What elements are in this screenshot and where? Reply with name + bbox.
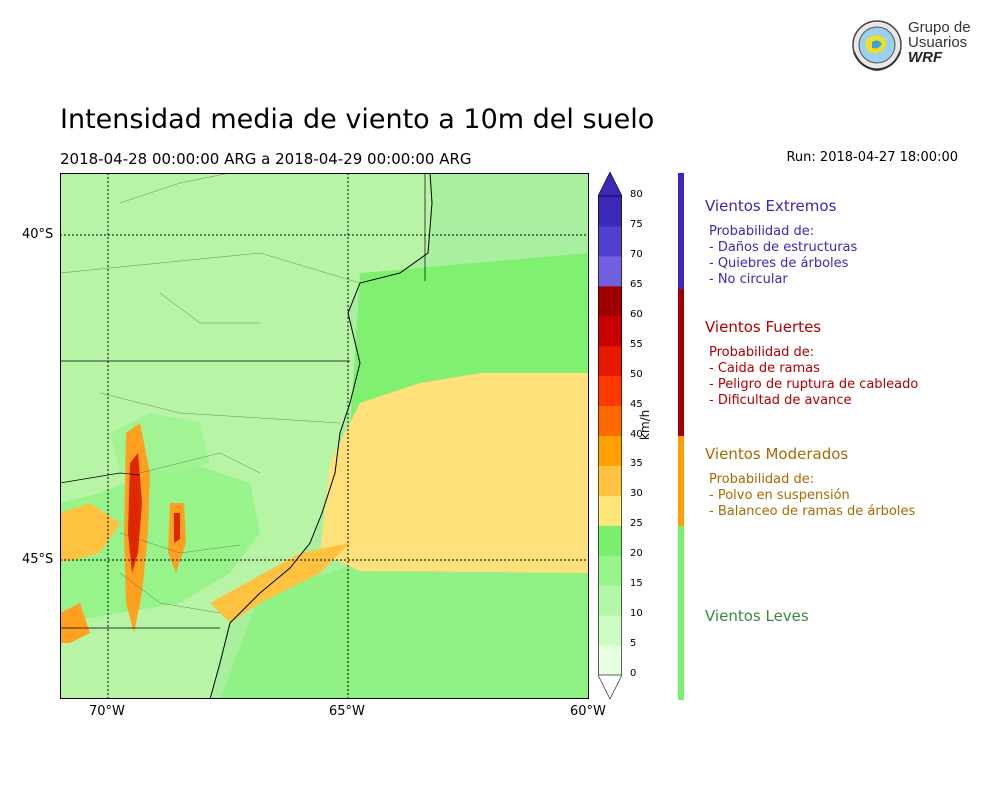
legend-title: Vientos Moderados xyxy=(705,445,849,463)
colorbar-tick-label: 45 xyxy=(630,398,643,410)
colorbar-tick-label: 70 xyxy=(630,248,643,260)
legend-title: Vientos Leves xyxy=(705,607,809,625)
colorbar-tick-label: 25 xyxy=(630,518,643,530)
colorbar-tick-label: 65 xyxy=(630,278,643,290)
legend-moderados: Vientos Moderados Probabilidad de: - Pol… xyxy=(705,445,915,520)
logo: Grupo de Usuarios WRF xyxy=(850,18,980,72)
colorbar-tick-label: 5 xyxy=(630,638,637,650)
logo-line3: WRF xyxy=(908,49,943,66)
legend-line: - Peligro de ruptura de cableado xyxy=(709,377,919,392)
lon-label-60w: 60°W xyxy=(570,704,606,719)
colorbar-max-arrow xyxy=(598,172,622,197)
lat-label-40s: 40°S xyxy=(22,227,54,242)
legend-bar-moderados xyxy=(678,436,684,526)
colorbar-tick-label: 30 xyxy=(630,488,643,500)
wind-map xyxy=(60,173,589,699)
legend-fuertes: Vientos Fuertes Probabilidad de: - Caida… xyxy=(705,318,918,409)
legend-line: - Quiebres de árboles xyxy=(709,256,849,271)
coastline xyxy=(209,173,433,699)
legend-bar-fuertes xyxy=(678,289,684,436)
colorbar-segment xyxy=(598,615,622,646)
legend-line: - No circular xyxy=(709,272,788,287)
colorbar-segment xyxy=(598,645,622,676)
logo-emblem-icon xyxy=(852,20,902,72)
colorbar-segment xyxy=(598,495,622,526)
legend-line: - Balanceo de ramas de árboles xyxy=(709,504,916,519)
colorbar-segment xyxy=(598,435,622,466)
colorbar xyxy=(598,172,622,700)
colorbar-tick-label: 80 xyxy=(630,189,643,200)
colorbar-segment xyxy=(598,525,622,556)
legend-extremos: Vientos Extremos Probabilidad de: - Daño… xyxy=(705,197,857,288)
colorbar-tick-label: 60 xyxy=(630,308,643,320)
lon-label-65w: 65°W xyxy=(329,704,365,719)
colorbar-tick-label: 55 xyxy=(630,338,643,350)
colorbar-tick-label: 15 xyxy=(630,578,643,590)
red-jet-1 xyxy=(128,453,142,573)
colorbar-tick-label: 10 xyxy=(630,608,643,620)
sea-yellow-region xyxy=(320,373,589,573)
legend-line: - Caida de ramas xyxy=(709,361,820,376)
legend-line: - Polvo en suspensión xyxy=(709,488,850,503)
legend-bar-leves xyxy=(678,526,684,700)
colorbar-segment xyxy=(598,315,622,347)
legend-bar-extremos xyxy=(678,173,684,289)
red-jet-2 xyxy=(174,513,180,543)
legend-line: - Dificultad de avance xyxy=(709,393,852,408)
colorbar-tick-label: 75 xyxy=(630,218,643,230)
legend-title: Vientos Extremos xyxy=(705,197,837,215)
page-title: Intensidad media de viento a 10m del sue… xyxy=(60,104,655,135)
legend-line: Probabilidad de: xyxy=(709,472,815,487)
colorbar-segment xyxy=(598,375,622,407)
colorbar-unit: km/h xyxy=(638,409,652,440)
legend-title: Vientos Fuertes xyxy=(705,318,822,336)
colorbar-segment xyxy=(598,555,622,586)
legend-line: - Daños de estructuras xyxy=(709,240,858,255)
logo-line2: Usuarios xyxy=(908,34,968,51)
colorbar-segment xyxy=(598,225,622,257)
colorbar-min-arrow xyxy=(598,674,622,700)
colorbar-segment xyxy=(598,196,622,227)
period-label: 2018-04-28 00:00:00 ARG a 2018-04-29 00:… xyxy=(60,150,472,168)
colorbar-segment xyxy=(598,255,622,287)
colorbar-segment xyxy=(598,585,622,616)
colorbar-tick-label: 20 xyxy=(630,548,643,560)
run-label: Run: 2018-04-27 18:00:00 xyxy=(786,150,958,165)
colorbar-segment xyxy=(598,405,622,436)
colorbar-segment xyxy=(598,465,622,496)
legend-leves: Vientos Leves xyxy=(705,607,809,625)
colorbar-tick-label: 50 xyxy=(630,368,643,380)
lon-label-70w: 70°W xyxy=(89,704,125,719)
colorbar-segment xyxy=(598,285,622,317)
lat-label-45s: 45°S xyxy=(22,552,54,567)
logo-line1: Grupo de xyxy=(908,19,971,36)
colorbar-tick-label: 35 xyxy=(630,458,643,470)
legend-line: Probabilidad de: xyxy=(709,224,815,239)
colorbar-tick-label: 40 xyxy=(630,428,643,440)
colorbar-segment xyxy=(598,345,622,377)
legend-line: Probabilidad de: xyxy=(709,345,815,360)
colorbar-tick-label: 0 xyxy=(630,668,637,679)
